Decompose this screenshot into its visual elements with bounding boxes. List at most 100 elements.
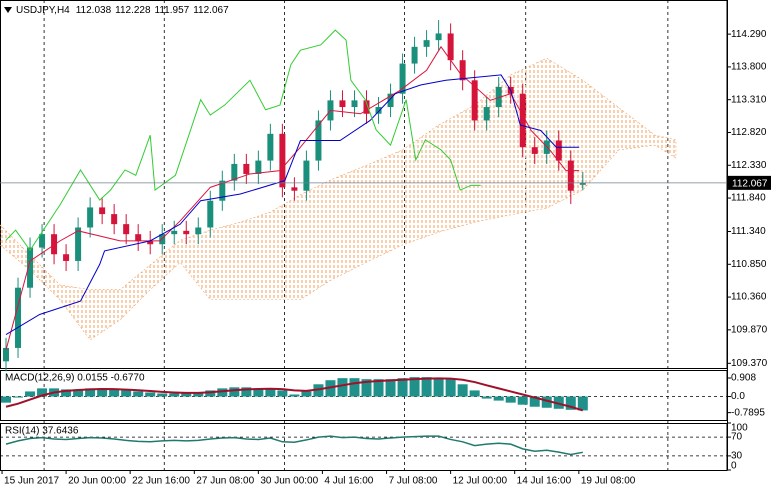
y-tick-label: 111.840 xyxy=(731,193,766,204)
last-price-label: 112.067 xyxy=(732,179,768,190)
candle-body xyxy=(339,100,346,108)
macd-bar xyxy=(97,388,108,397)
candle-body xyxy=(63,254,70,261)
x-tick-label: 19 Jul 08:00 xyxy=(581,476,636,487)
candle-body xyxy=(291,187,298,191)
y-tick-label: 113.310 xyxy=(731,94,767,105)
last-price-box xyxy=(728,175,771,190)
macd-bar xyxy=(73,389,84,397)
candle-body xyxy=(495,86,502,108)
macd-bar xyxy=(61,389,72,397)
symbol: USDJPY,H4 xyxy=(16,5,70,16)
x-tick-label: 27 Jun 08:00 xyxy=(196,476,254,487)
y-tick-label: 70 xyxy=(731,432,743,443)
candle-body xyxy=(219,180,226,201)
candle-body xyxy=(303,160,310,191)
candle-body xyxy=(459,60,466,81)
macd-bar xyxy=(493,396,504,401)
candle-body xyxy=(519,93,526,148)
candle-body xyxy=(411,46,418,64)
cloud xyxy=(0,57,677,341)
candle-body xyxy=(267,133,274,161)
macd-bar xyxy=(349,378,360,397)
last-high: 112.228 xyxy=(115,5,151,16)
macd-bar xyxy=(157,393,168,397)
macd-bar xyxy=(217,388,228,397)
candle-body xyxy=(555,140,562,161)
macd-bar xyxy=(241,387,252,397)
candle-body xyxy=(243,163,250,174)
candle-body xyxy=(147,240,154,245)
candle-body xyxy=(471,80,478,121)
macd-bar xyxy=(85,388,96,397)
candle-body xyxy=(123,224,130,235)
macd-bar xyxy=(1,396,12,403)
chart-title: USDJPY,H4 112.038 112.228 111.957 112.067 xyxy=(16,5,229,16)
y-tick-label: 111.340 xyxy=(731,226,766,237)
y-tick-label: -0.7895 xyxy=(731,407,765,418)
y-tick-label: 110.360 xyxy=(731,292,767,303)
macd-bar xyxy=(145,392,156,397)
macd-bar xyxy=(169,393,180,397)
macd-bar xyxy=(481,396,492,399)
macd-bar xyxy=(193,392,204,397)
signal-line xyxy=(5,377,584,412)
macd-bar xyxy=(277,390,288,397)
macd-bar xyxy=(505,396,516,403)
candle-body xyxy=(279,133,286,188)
macd-bar xyxy=(565,396,576,410)
macd-bar xyxy=(457,384,468,397)
y-tick-label: 114.290 xyxy=(731,29,767,40)
candle-body xyxy=(39,234,46,248)
x-tick-label: 20 Jun 00:00 xyxy=(68,476,126,487)
candle-body xyxy=(351,100,358,108)
candle-body xyxy=(255,160,262,174)
x-tick-label: 22 Jun 16:00 xyxy=(132,476,190,487)
candle-body xyxy=(531,147,538,154)
macd-bar xyxy=(373,379,384,397)
macd-bar xyxy=(133,391,144,397)
macd-bar xyxy=(337,378,348,397)
y-tick-label: 30 xyxy=(731,451,743,462)
macd-bar xyxy=(205,390,216,397)
macd-bar xyxy=(541,396,552,408)
candle-body xyxy=(87,207,94,228)
macd-bar xyxy=(361,379,372,397)
x-tick-label: 14 Jul 16:00 xyxy=(517,476,572,487)
macd-bar xyxy=(529,396,540,407)
macd-bar xyxy=(265,388,276,397)
y-tick-label: 0 xyxy=(731,461,737,472)
y-tick-label: 113.800 xyxy=(731,62,767,73)
y-tick-label: 0.0 xyxy=(731,391,745,402)
macd-bar xyxy=(409,377,420,397)
candle-body xyxy=(579,182,586,185)
candle-body xyxy=(51,234,58,255)
macd-bar xyxy=(421,377,432,397)
candle-body xyxy=(387,93,394,108)
menu-arrow xyxy=(4,7,12,13)
macd-bar xyxy=(445,379,456,397)
panel-frame xyxy=(0,423,728,471)
x-tick-label: 15 Jun 2017 xyxy=(4,476,59,487)
y-tick-label: 110.850 xyxy=(731,259,767,270)
candle-body xyxy=(135,234,142,241)
indicator-line xyxy=(5,74,580,335)
candle-body xyxy=(171,230,178,235)
macd-title: MACD(12,26,9) 0.0155 -0.6770 xyxy=(5,373,145,384)
indicator-line xyxy=(5,45,580,351)
macd-bar xyxy=(313,384,324,397)
candle-body xyxy=(111,214,118,225)
last-close: 112.067 xyxy=(193,5,229,16)
macd-bar xyxy=(13,396,24,398)
macd-bar xyxy=(253,388,264,397)
y-tick-label: 112.820 xyxy=(731,127,767,138)
rsi-title: RSI(14) 37.6436 xyxy=(5,426,79,437)
macd-bar xyxy=(469,390,480,397)
y-tick-label: 0.908 xyxy=(731,373,756,384)
last-low: 111.957 xyxy=(155,5,190,16)
y-tick-label: 109.370 xyxy=(731,358,768,369)
